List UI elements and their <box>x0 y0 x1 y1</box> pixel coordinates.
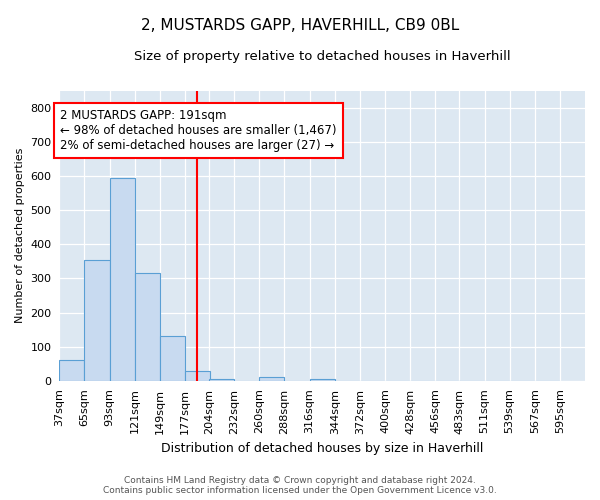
Bar <box>185 370 210 381</box>
Y-axis label: Number of detached properties: Number of detached properties <box>15 148 25 324</box>
Text: Contains HM Land Registry data © Crown copyright and database right 2024.
Contai: Contains HM Land Registry data © Crown c… <box>103 476 497 495</box>
Text: 2, MUSTARDS GAPP, HAVERHILL, CB9 0BL: 2, MUSTARDS GAPP, HAVERHILL, CB9 0BL <box>141 18 459 32</box>
Bar <box>59 360 85 381</box>
Bar <box>160 336 185 381</box>
Bar <box>310 379 335 381</box>
Title: Size of property relative to detached houses in Haverhill: Size of property relative to detached ho… <box>134 50 511 63</box>
Bar <box>85 260 110 381</box>
Bar <box>110 178 134 381</box>
Bar <box>134 274 160 381</box>
Bar <box>259 378 284 381</box>
X-axis label: Distribution of detached houses by size in Haverhill: Distribution of detached houses by size … <box>161 442 484 455</box>
Bar <box>209 379 234 381</box>
Text: 2 MUSTARDS GAPP: 191sqm
← 98% of detached houses are smaller (1,467)
2% of semi-: 2 MUSTARDS GAPP: 191sqm ← 98% of detache… <box>60 110 337 152</box>
